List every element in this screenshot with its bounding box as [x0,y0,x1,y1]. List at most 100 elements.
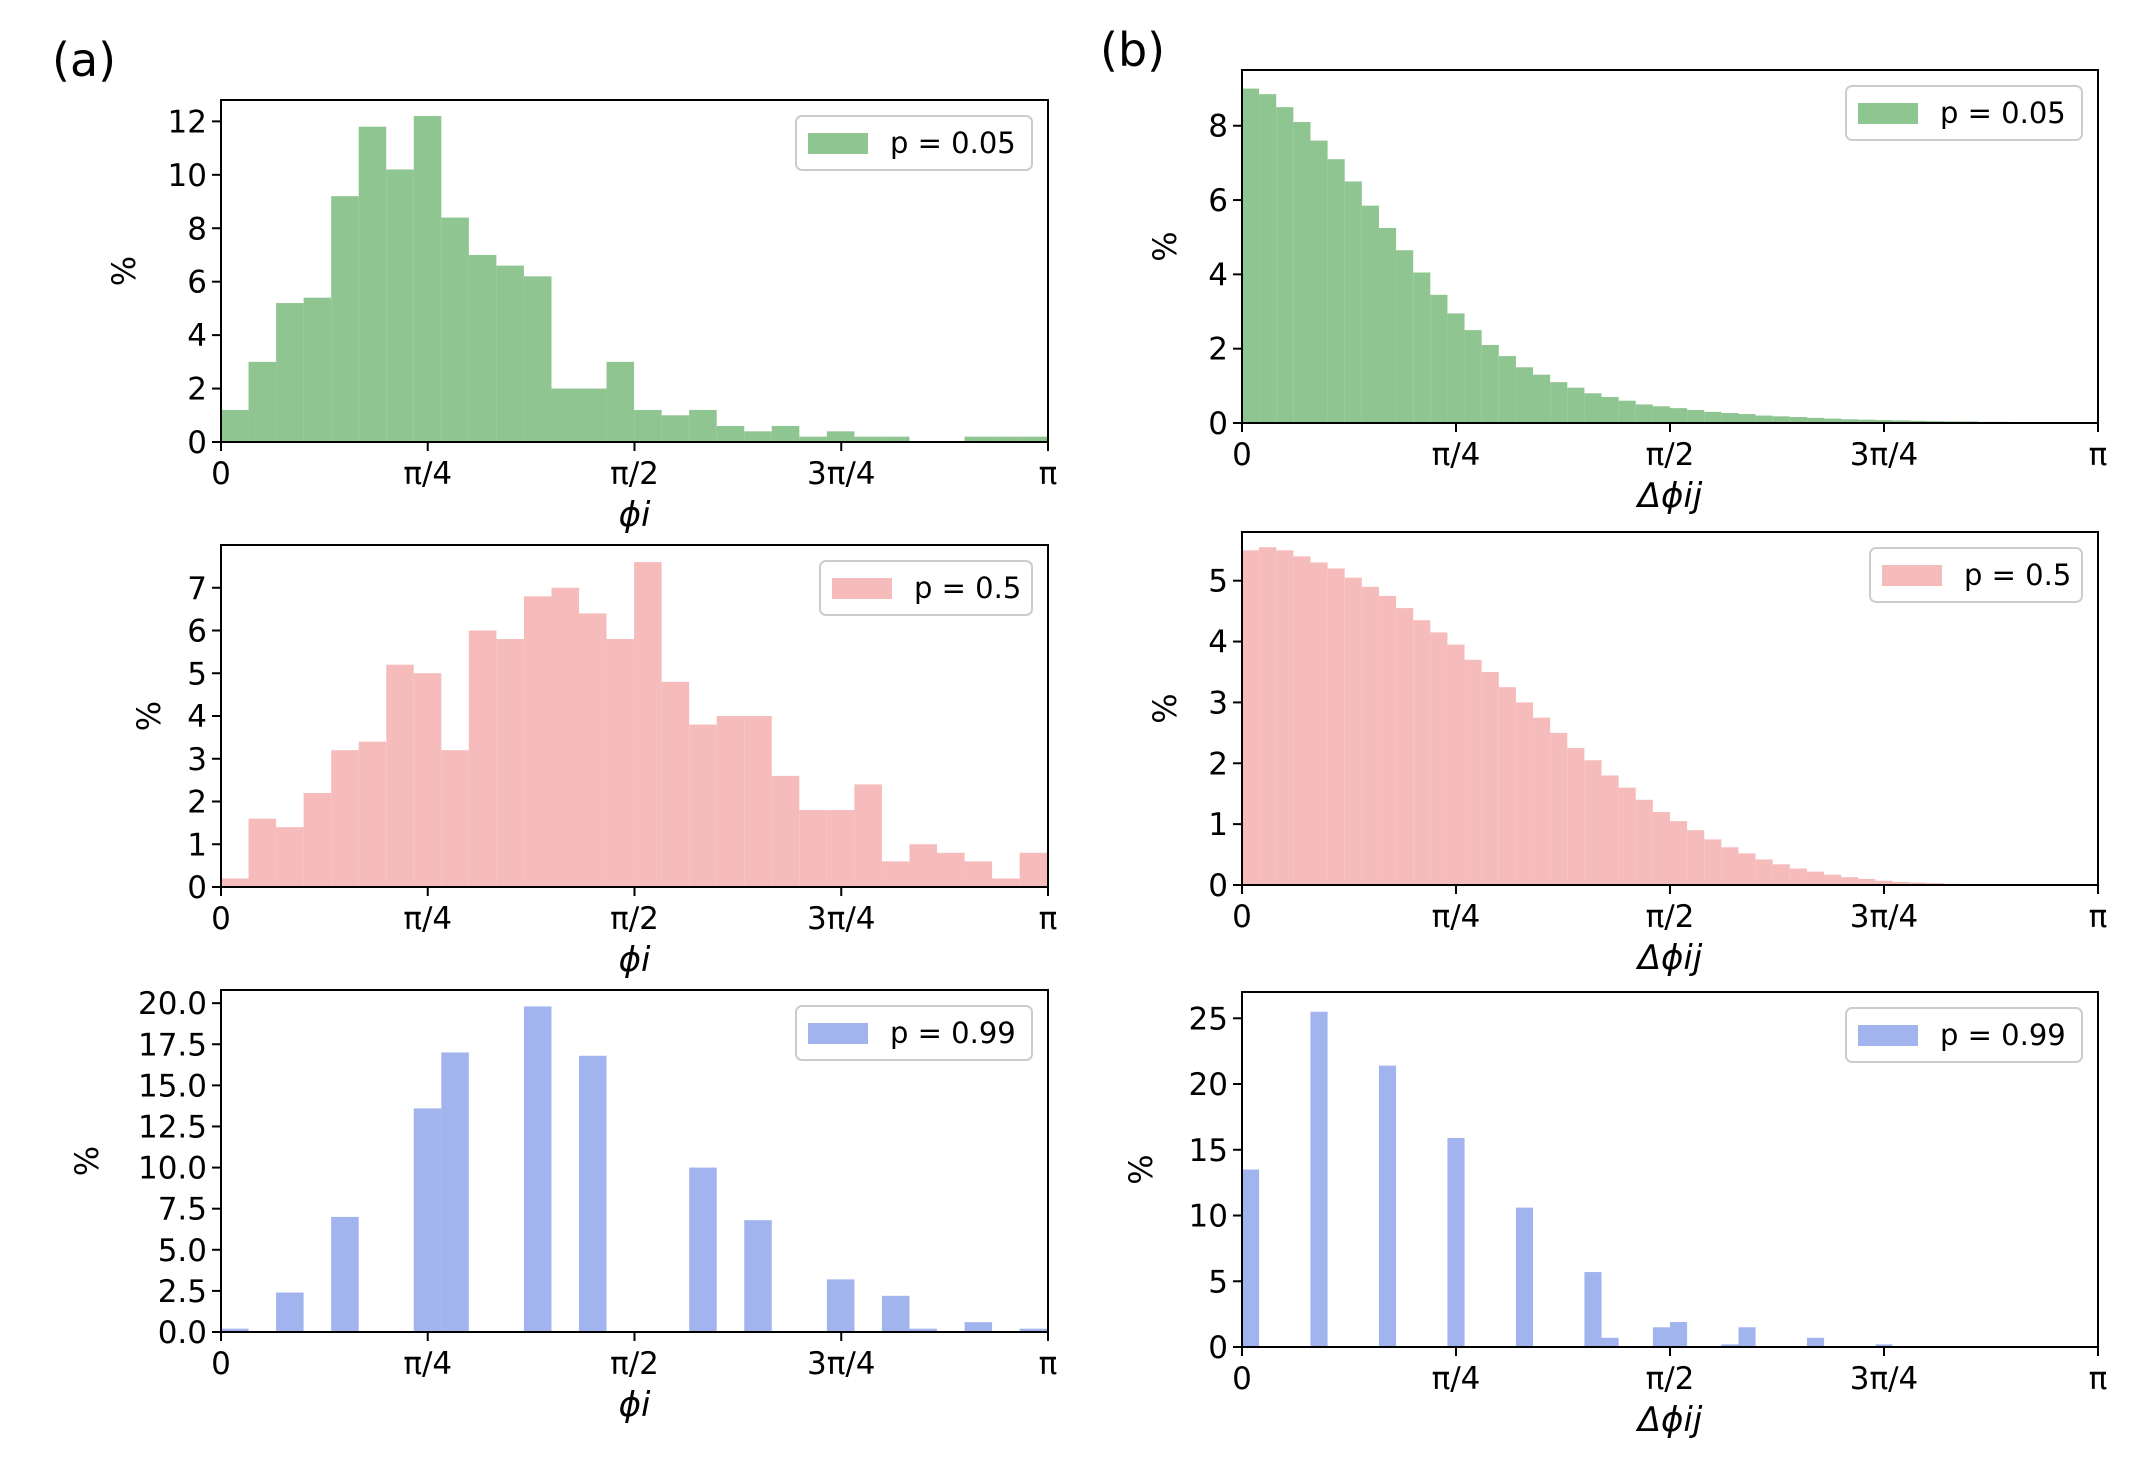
histogram-bar [744,1220,772,1332]
histogram-bar [1875,420,1893,423]
legend-swatch [1858,1025,1918,1046]
histogram-bar [992,878,1020,887]
histogram-bar [1413,620,1431,885]
x-tick-label: π [2089,437,2108,473]
histogram-bar [1447,644,1465,885]
y-tick-label: 0 [187,425,207,461]
histogram-bar [1670,408,1688,423]
histogram-bar [331,750,359,887]
histogram-bar [1618,787,1636,885]
y-tick-label: 10 [1189,1199,1228,1235]
histogram-bar [496,265,524,442]
histogram-bar [248,361,277,442]
x-axis-label: Δϕij [1635,476,1703,516]
y-tick-label: 0 [1208,406,1228,442]
histogram-bar [579,388,607,442]
histogram-bar [1464,659,1482,885]
histogram-bar [1858,878,1876,885]
histogram-bar [1721,847,1739,885]
histogram-bar [1242,88,1260,423]
histogram-bar [1841,877,1859,885]
y-tick-label: 12 [168,104,207,140]
histogram-bar [1858,419,1876,423]
y-tick-label: 2 [1208,332,1228,368]
histogram-bar [1721,1344,1739,1347]
histogram-bar [1498,356,1516,423]
x-tick-label: 3π/4 [1850,899,1919,935]
histogram-bar [1019,436,1048,442]
histogram-bar [1533,717,1551,885]
x-tick-label: 3π/4 [1850,437,1919,473]
histogram-bar [661,681,690,887]
histogram-bar [358,126,387,442]
chart-a2: 0 π/4 π/2 3π/4 π 0 1 2 3 4 5 6 7 ϕi% p = 0.5 [130,544,1057,980]
histogram-bar [441,750,469,887]
x-axis-label: ϕi [619,1385,651,1425]
chart-a1: 0 π/4 π/2 3π/4 π 0 2 4 6 8 10 12 ϕi% p = 0.05 [105,99,1057,535]
histogram-bar [331,196,359,442]
y-tick-label: 6 [187,265,207,301]
histogram-bar [358,741,387,887]
x-tick-label: 0 [1232,899,1252,935]
histogram-bar [551,587,580,887]
histogram-bar [413,1108,442,1332]
legend-label: p = 0.5 [914,571,1021,605]
chart-b2: 0 π/4 π/2 3π/4 π 0 1 2 3 4 5 Δϕij% p = 0.5 [1146,531,2108,978]
histogram-bar [248,818,277,887]
histogram-bar [826,1279,855,1332]
chart-b3: 0 π/4 π/2 3π/4 π 0 5 10 15 20 25 Δϕij% p = 0.99 [1122,991,2107,1440]
histogram-bar [1841,419,1859,423]
histogram-bar [964,1322,993,1332]
histogram-bar [1481,344,1499,423]
histogram-bar [1396,608,1414,885]
histogram-bar [1378,227,1397,423]
x-tick-label: π/4 [1432,437,1481,473]
x-tick-label: π [2089,899,2108,935]
x-tick-label: π/4 [403,901,452,937]
histogram-bar [1019,852,1048,887]
histogram-bar [1276,107,1294,423]
x-tick-label: 3π/4 [1850,1361,1919,1397]
histogram-bar [964,436,993,442]
x-tick-label: π/2 [610,456,659,492]
histogram-bar [1310,1011,1328,1347]
histogram-bar [689,1167,717,1332]
histogram-bar [413,673,442,887]
histogram-bar [468,254,497,442]
x-tick-label: 3π/4 [807,901,876,937]
histogram-bar [1772,864,1790,885]
y-tick-label: 4 [187,318,207,354]
y-tick-label: 15.0 [138,1068,207,1104]
histogram-bar [634,409,662,442]
histogram-bar [441,217,469,442]
y-tick-label: 5 [1208,564,1228,600]
histogram-bar [496,639,524,887]
histogram-bar [386,169,414,442]
histogram-bar [1361,205,1379,423]
histogram-bar [1019,1328,1048,1332]
histogram-bar [1670,821,1688,885]
histogram-bar [1344,577,1362,885]
histogram-bar [992,436,1020,442]
histogram-bar [1515,1207,1534,1347]
y-tick-label: 2 [187,372,207,408]
histogram-bar [716,716,745,887]
histogram-bar [1344,181,1362,423]
chart-b1: 0 π/4 π/2 3π/4 π 0 2 4 6 8 Δϕij% p = 0.05 [1146,69,2108,516]
x-axis-label: ϕi [619,495,651,535]
histogram-bar [331,1216,359,1332]
legend-box [795,1005,1033,1061]
y-tick-label: 17.5 [138,1027,207,1063]
histogram-bar [1430,294,1448,423]
histogram-bar [1824,418,1842,423]
y-tick-label: 6 [187,614,207,650]
histogram-bar [744,716,772,887]
histogram-bar [1584,393,1602,423]
y-axis-label: % [1146,693,1184,723]
y-tick-label: 0 [1208,1330,1228,1366]
histogram-bar [689,724,717,887]
x-tick-label: 3π/4 [807,456,876,492]
legend-label: p = 0.99 [1940,1018,2066,1052]
histogram-bar [1806,417,1825,423]
